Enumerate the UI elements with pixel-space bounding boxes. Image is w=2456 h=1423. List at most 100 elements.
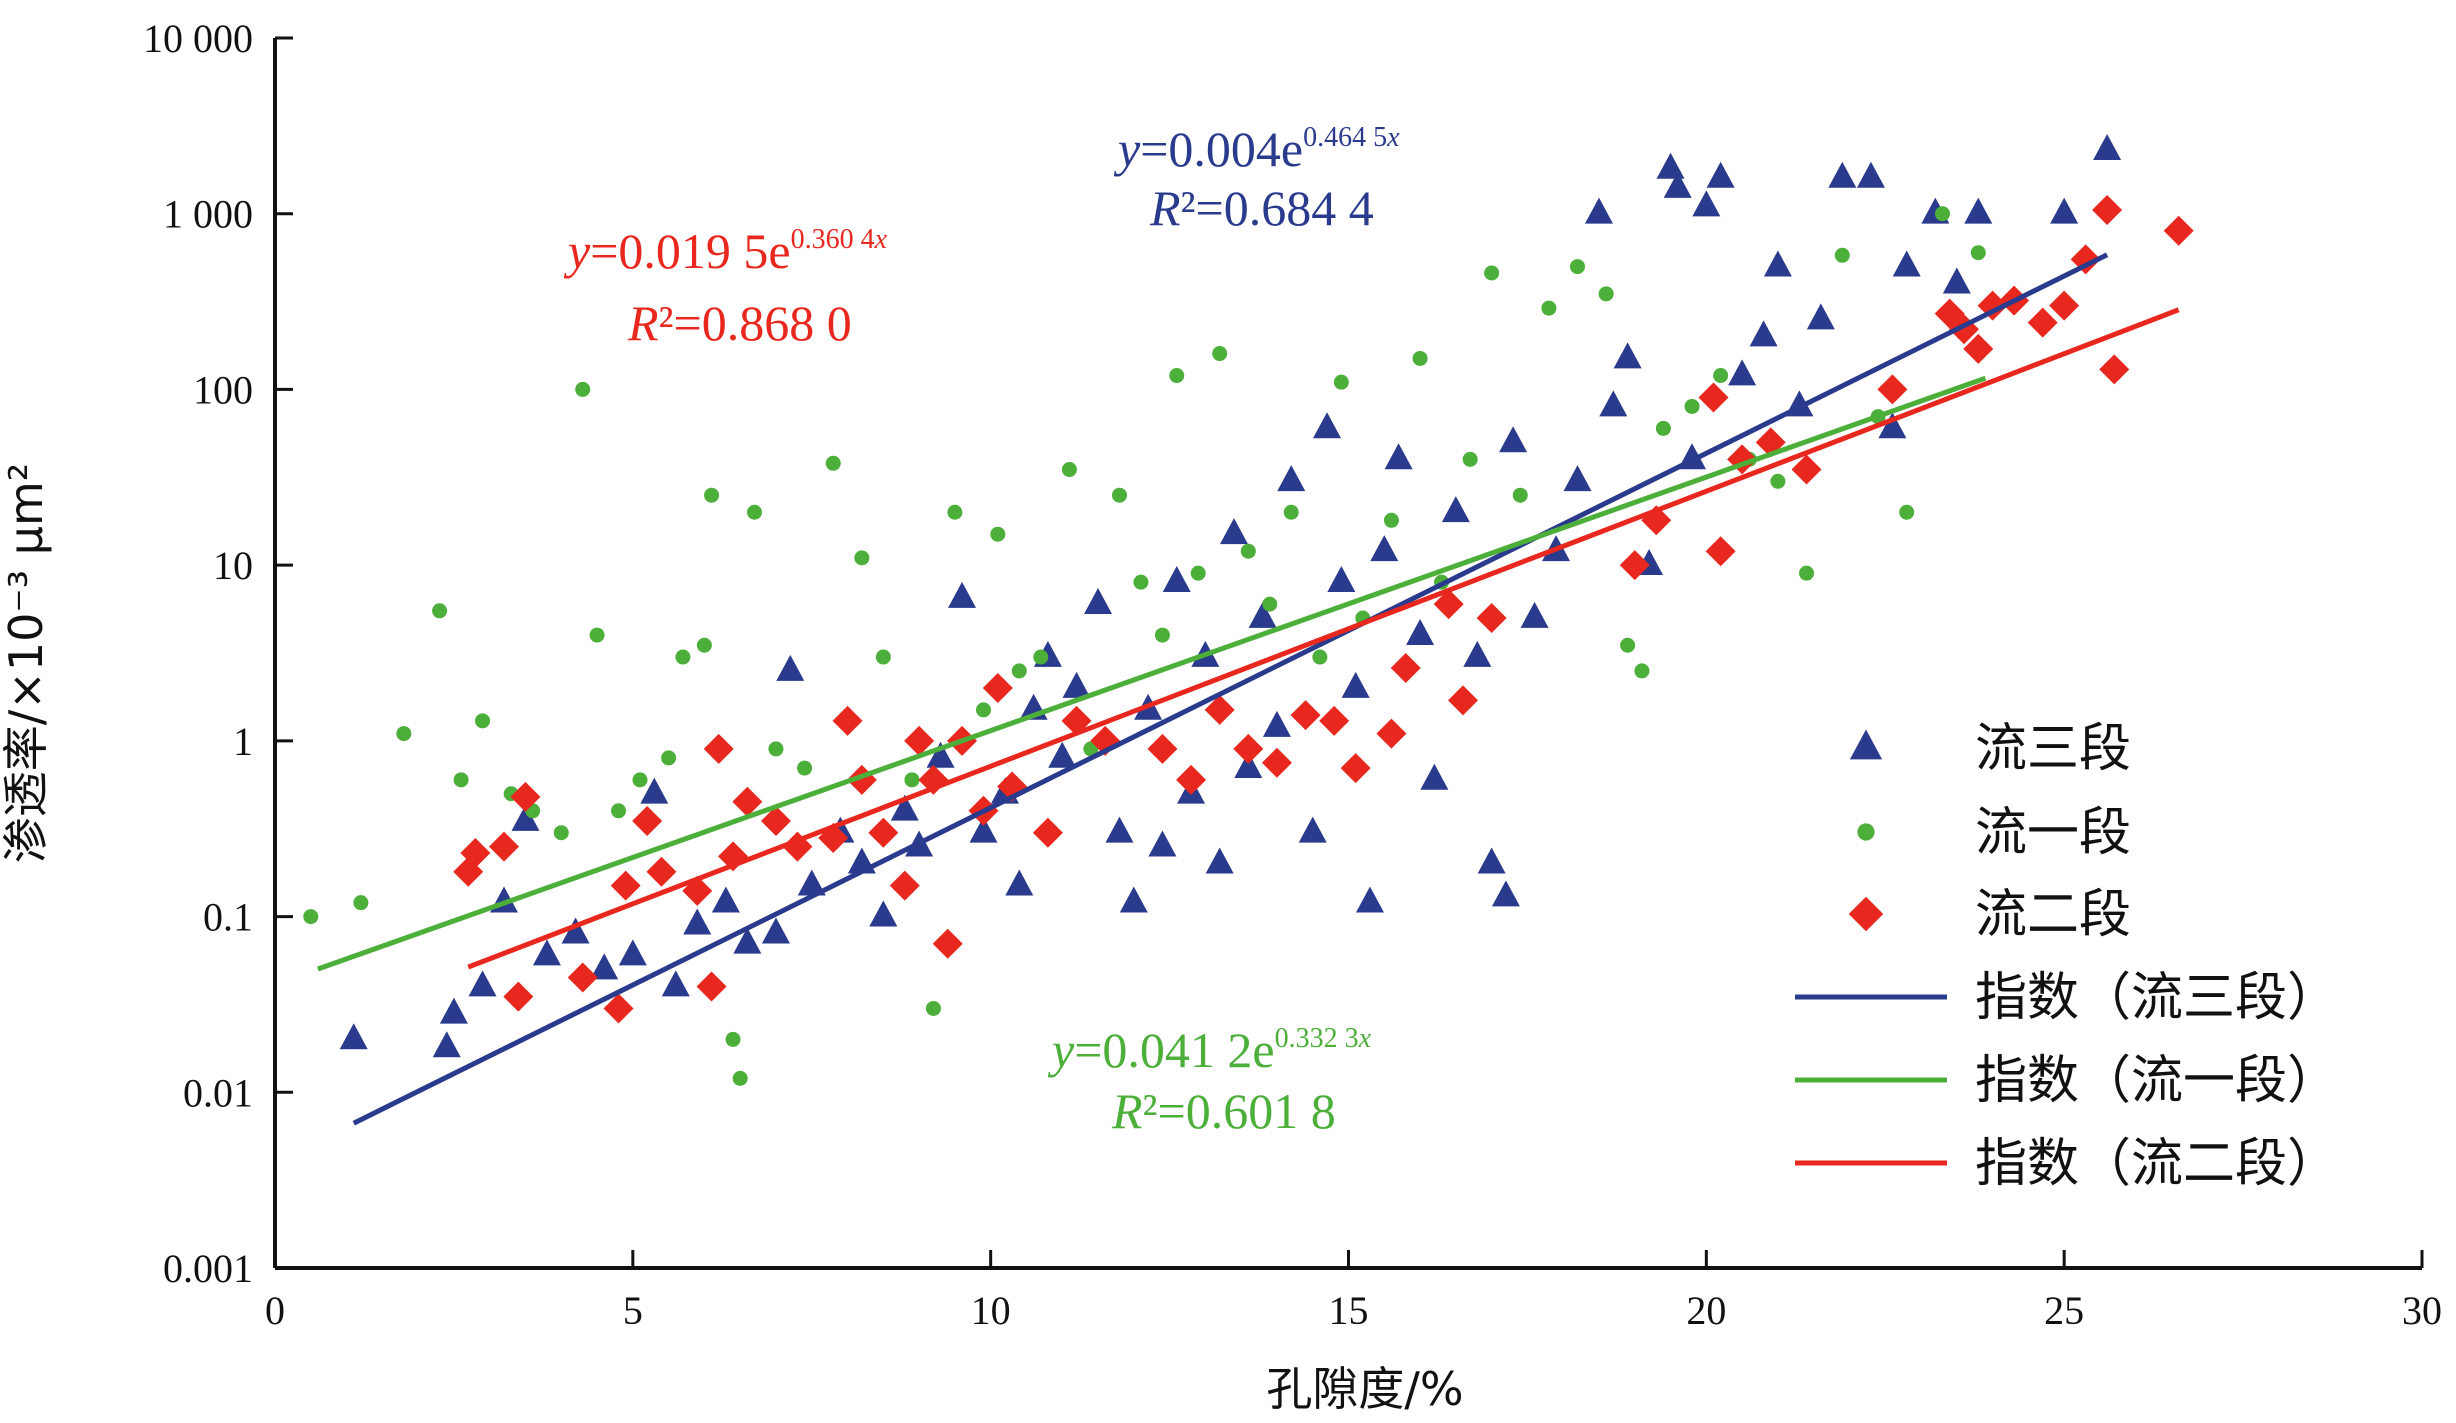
data-point <box>1563 465 1592 492</box>
data-point <box>1619 550 1650 581</box>
eq-main: =0.041 2e <box>1074 1022 1274 1078</box>
data-point <box>1162 566 1191 593</box>
data-point <box>2049 290 2080 321</box>
eq-exponent: 0.464 5 <box>1303 122 1387 153</box>
x-tick-label: 25 <box>2044 1288 2084 1333</box>
eq-var: y <box>1113 121 1141 177</box>
y-tick-label: 1 000 <box>163 192 253 237</box>
data-point <box>640 777 669 804</box>
data-point <box>711 886 740 913</box>
data-point <box>1261 747 1292 778</box>
data-point <box>1061 462 1077 478</box>
data-point <box>1233 733 1264 764</box>
legend-item: 指数（流一段） <box>1795 1051 2339 1111</box>
data-point <box>1806 303 1835 330</box>
data-point <box>610 870 641 901</box>
data-point <box>1262 710 1291 737</box>
x-tick-label: 30 <box>2402 1288 2442 1333</box>
data-point <box>1383 512 1399 528</box>
legend-label: 指数（流一段） <box>1975 1051 2339 1111</box>
data-point <box>1684 398 1700 414</box>
legend-label: 指数（流二段） <box>1975 1134 2339 1194</box>
data-point <box>854 550 870 566</box>
data-point <box>468 970 497 997</box>
y-tick-label: 0.001 <box>163 1246 253 1291</box>
data-point <box>1763 250 1792 277</box>
legend-label: 流三段 <box>1975 719 2131 779</box>
data-point <box>1791 454 1822 485</box>
data-point <box>1420 763 1449 790</box>
data-point <box>1441 496 1470 523</box>
data-point <box>1599 390 1628 417</box>
data-point <box>1448 685 1479 716</box>
x-tick-label: 15 <box>1329 1288 1369 1333</box>
data-point <box>1154 627 1170 643</box>
data-point <box>904 772 920 788</box>
eq-main: =0.004e <box>1140 121 1303 177</box>
data-point <box>1698 382 1729 413</box>
legend-marker-swatch <box>1857 823 1875 841</box>
eq-exponent-var: x <box>1386 122 1400 153</box>
data-point <box>925 1000 941 1016</box>
data-point <box>1476 603 1507 634</box>
fit-equation: y=0.004e0.464 5x <box>1113 121 1400 177</box>
data-point <box>618 939 647 966</box>
data-point <box>997 771 1028 802</box>
legend-label: 流二段 <box>1975 885 2131 945</box>
data-point <box>1877 374 1908 405</box>
data-point <box>561 917 590 944</box>
data-point <box>1749 320 1778 347</box>
data-point <box>1248 601 1277 628</box>
data-point <box>969 816 998 843</box>
x-tick-label: 20 <box>1686 1288 1726 1333</box>
data-point <box>1942 267 1971 294</box>
data-point <box>1462 451 1478 467</box>
data-point <box>832 705 863 736</box>
data-point <box>1148 830 1177 857</box>
legend-item: 流三段 <box>1849 719 2131 779</box>
data-point <box>704 487 720 503</box>
data-point <box>760 805 791 836</box>
data-point <box>1319 705 1350 736</box>
data-point <box>1384 443 1413 470</box>
data-point <box>1327 566 1356 593</box>
data-point <box>1770 473 1786 489</box>
data-point <box>1011 663 1027 679</box>
data-point <box>683 908 712 935</box>
data-point <box>703 733 734 764</box>
data-point <box>761 917 790 944</box>
data-point <box>675 649 691 665</box>
fit-line <box>352 252 2109 1126</box>
r2-var: R <box>627 295 659 351</box>
data-point <box>1963 333 1994 364</box>
y-tick-label: 10 <box>213 543 253 588</box>
y-axis-title: 渗透率/×10⁻³ μm² <box>0 463 53 863</box>
data-point <box>947 504 963 520</box>
data-point <box>1964 197 1993 224</box>
data-point <box>1277 465 1306 492</box>
data-point <box>1370 535 1399 562</box>
axes: 0 5 10 15 20 25 30 0.001 0.01 0.1 1 10 100 1 000 10 00… <box>143 16 2442 1333</box>
plot-area <box>303 134 2194 1086</box>
r2-value: ²=0.868 0 <box>659 295 852 351</box>
data-point <box>1313 412 1342 439</box>
data-point <box>1477 847 1506 874</box>
data-point <box>1433 589 1464 620</box>
x-tick-label: 10 <box>971 1288 1011 1333</box>
data-point <box>696 637 712 653</box>
data-point <box>1219 518 1248 545</box>
data-point <box>1520 601 1549 628</box>
data-point <box>1834 247 1850 263</box>
data-point <box>1856 161 1885 188</box>
legend-item: 指数（流三段） <box>1795 968 2339 1028</box>
data-point <box>603 993 634 1024</box>
eq-main: =0.019 5e <box>590 223 790 279</box>
data-point <box>553 825 569 841</box>
data-point <box>1728 359 1757 386</box>
eq-exponent: 0.360 4 <box>791 224 875 255</box>
data-point <box>1634 663 1650 679</box>
fit-line <box>467 307 2180 970</box>
data-point <box>1512 487 1528 503</box>
data-point <box>1312 649 1328 665</box>
